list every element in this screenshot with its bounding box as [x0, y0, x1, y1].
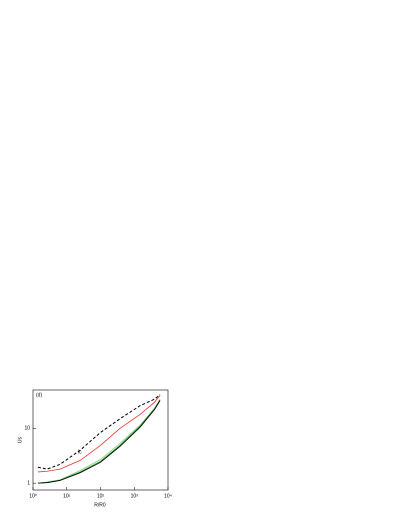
line-series [37, 398, 161, 484]
line-series [37, 400, 161, 484]
x-tick-label: 10¹ [63, 493, 71, 499]
x-tick-label: 10⁰ [29, 493, 37, 499]
y-tick-label: 10 [24, 426, 30, 432]
annotation: lc [78, 449, 82, 455]
panel-label: (d) [36, 392, 42, 398]
line-series [37, 395, 161, 473]
x-axis-label: R/R0 [94, 502, 106, 508]
line-series [37, 394, 161, 470]
x-tick-label: 10³ [131, 493, 139, 499]
x-tick-label: 10⁴ [164, 493, 172, 499]
line-series [37, 399, 161, 484]
x-tick-label: 10² [97, 493, 105, 499]
y-axis-label: Us [17, 436, 23, 443]
plot-frame [32, 389, 169, 491]
y-tick-label: 1 [27, 480, 30, 486]
